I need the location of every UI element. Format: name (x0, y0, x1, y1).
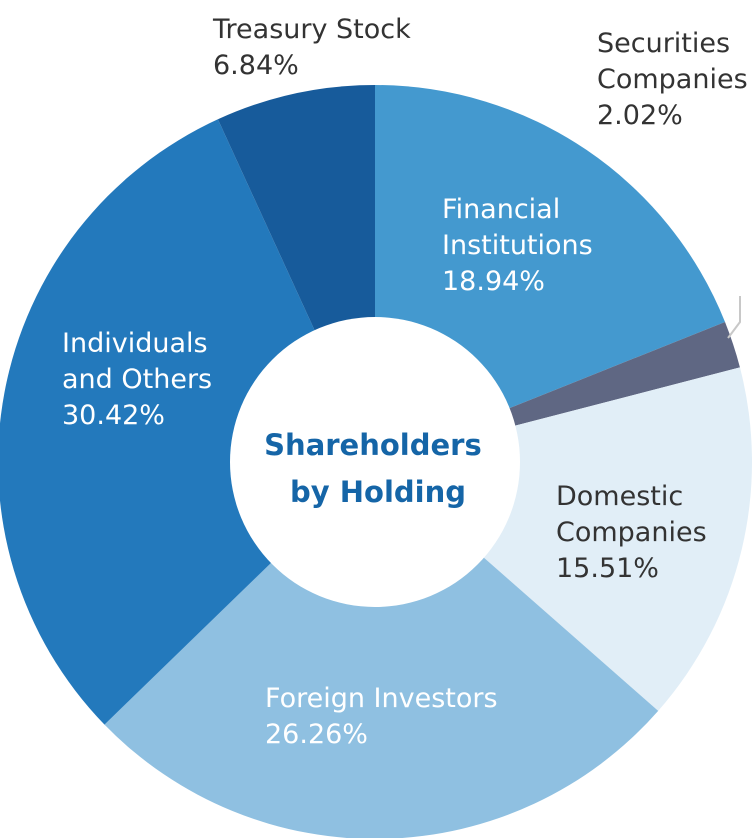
securities-leader-line (727, 296, 741, 339)
slice-name: Foreign Investors (265, 683, 498, 714)
slice-value: 2.02% (597, 100, 683, 131)
slice-value: 26.26% (265, 719, 368, 750)
slice-name: Financial (442, 194, 560, 225)
slice-name: Domestic (556, 481, 683, 512)
slice-name: Institutions (442, 230, 593, 261)
slice-name: Securities (597, 28, 730, 59)
slice-value: 18.94% (442, 266, 545, 297)
slice-label: Financial Institutions 18.94% (442, 194, 593, 297)
slice-label: Foreign Investors 26.26% (265, 683, 498, 750)
slice-individuals-and-others (0, 119, 375, 725)
slice-label: Securities Companies 2.02% (597, 28, 748, 131)
slice-name: Treasury Stock (212, 14, 411, 45)
center-title-line-1: Shareholders (264, 428, 482, 462)
slice-name: Companies (597, 64, 748, 95)
center-title-line-2: by Holding (290, 475, 466, 509)
slice-foreign-investors (104, 462, 659, 838)
slice-value: 15.51% (556, 553, 659, 584)
slice-name: and Others (62, 364, 212, 395)
slice-name: Individuals (62, 328, 208, 359)
slice-value: 30.42% (62, 400, 165, 431)
donut-hole (230, 317, 520, 607)
slice-label: Individuals and Others 30.42% (62, 328, 212, 431)
slice-value: 6.84% (213, 50, 299, 81)
slice-label: Treasury Stock 6.84% (212, 14, 411, 81)
svg-text:Shareholders by Holding: Shareholders by Holding (264, 428, 492, 509)
slice-label: Domestic Companies 15.51% (556, 481, 707, 584)
slice-name: Companies (556, 517, 707, 548)
